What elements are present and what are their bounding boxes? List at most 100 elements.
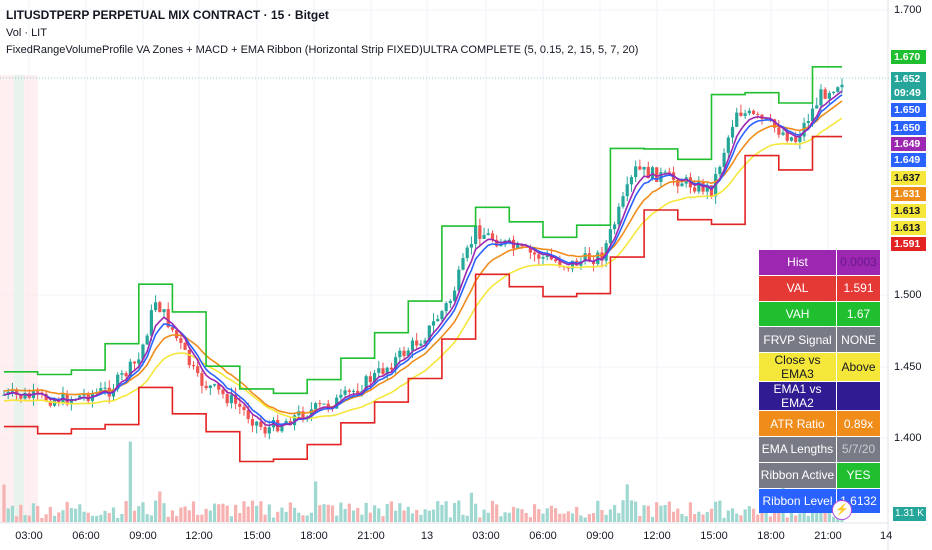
volume-bar (234, 504, 238, 522)
candle-body (132, 361, 137, 364)
volume-bar (57, 512, 61, 522)
candle-body (591, 261, 596, 265)
price-tag: 09:49 (891, 86, 926, 100)
info-key: ATR Ratio (759, 411, 836, 436)
candle-body (697, 181, 701, 192)
volume-bar (351, 510, 356, 522)
bolt-icon[interactable]: ⚡ (832, 500, 852, 520)
candle-body (116, 374, 120, 390)
volume-bar (583, 517, 587, 522)
candle-body (410, 340, 415, 351)
ema1-line (3, 90, 843, 428)
info-value: 5/7/20 (837, 436, 880, 462)
candle-body (309, 409, 314, 417)
candle-body (465, 247, 469, 259)
candle-body (200, 373, 204, 386)
candle-body (773, 119, 777, 128)
volume-bar (591, 513, 596, 522)
candle-body (267, 427, 271, 434)
volume-bar (314, 481, 318, 522)
candle-body (158, 302, 162, 313)
volume-bar (44, 514, 48, 522)
volume-bar (440, 504, 444, 522)
volume-bar (646, 505, 650, 522)
time-label: 09:00 (586, 530, 614, 542)
candle-body (314, 403, 318, 410)
candle-body (676, 179, 680, 187)
candle-body (120, 373, 124, 375)
time-label: 06:00 (529, 530, 557, 542)
volume-bar (200, 514, 204, 522)
candle-body (705, 185, 709, 192)
indicator-legend[interactable]: FixedRangeVolumeProfile VA Zones + MACD … (6, 44, 639, 56)
candle-body (815, 105, 819, 109)
candle-body (259, 421, 263, 428)
candle-body (570, 260, 575, 269)
candlesticks (2, 78, 844, 440)
candle-body (301, 411, 305, 420)
volume-bar (520, 509, 524, 522)
volume-bar (381, 516, 385, 522)
volume-bar (27, 515, 31, 522)
candle-body (78, 395, 82, 400)
session-shading-green (14, 75, 24, 523)
candle-body (208, 385, 212, 389)
candle-body (335, 397, 339, 409)
candle-body (751, 110, 756, 114)
volume-bar (528, 517, 532, 522)
volume-bar (95, 515, 99, 522)
candle-body (722, 152, 726, 167)
volume-bar (718, 500, 722, 522)
info-key: Ribbon Active (759, 462, 836, 488)
candle-body (322, 403, 326, 405)
candle-body (516, 244, 520, 249)
candle-body (225, 394, 229, 404)
candle-body (280, 424, 284, 432)
volume-bar (170, 510, 175, 522)
symbol-title[interactable]: LITUSDTPERP PERPETUAL MIX CONTRACT · 15 … (6, 8, 329, 22)
price-tag: 1.670 (891, 50, 926, 64)
volume-bar (297, 512, 301, 522)
candle-body (170, 327, 175, 330)
volume-bar (431, 509, 436, 522)
time-label: 15:00 (700, 530, 728, 542)
candle-body (238, 403, 242, 407)
candle-body (827, 93, 831, 99)
volume-bar (503, 512, 507, 522)
candle-body (781, 132, 785, 135)
candle-body (831, 91, 836, 94)
candle-body (255, 421, 259, 426)
volume-bar (419, 514, 423, 522)
volume-bar (305, 515, 309, 522)
volume-bar (153, 500, 158, 522)
candle-body (187, 349, 191, 366)
candle-body (634, 166, 638, 178)
candle-body (196, 366, 200, 374)
volume-bar (322, 504, 326, 522)
volume-bar (288, 502, 292, 522)
info-row: ATR Ratio 0.89x (759, 411, 880, 436)
volume-bar (743, 509, 747, 522)
candle-body (356, 390, 360, 394)
volume-bar (465, 515, 469, 522)
volume-bar (794, 515, 798, 522)
volume-bar (107, 513, 111, 522)
volume-bar (356, 507, 360, 522)
volume-bar (292, 507, 297, 522)
volume-legend[interactable]: Vol · LIT (6, 27, 47, 39)
volume-bar (482, 509, 486, 522)
volume-bar (554, 508, 558, 522)
volume-bar (166, 516, 170, 522)
volume-bar (246, 506, 250, 522)
volume-bar (831, 516, 836, 522)
candle-body (528, 247, 532, 253)
volume-bar (511, 506, 516, 522)
volume-bar (444, 501, 448, 522)
candle-body (785, 132, 789, 141)
volume-bar (128, 441, 132, 522)
volume-bar (242, 501, 246, 522)
volume-bar (284, 511, 288, 522)
candle-body (440, 311, 444, 320)
candle-body (482, 234, 486, 239)
